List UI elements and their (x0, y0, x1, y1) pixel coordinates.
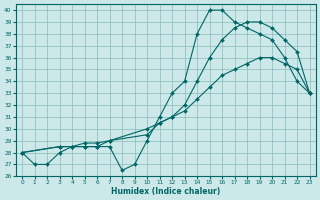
X-axis label: Humidex (Indice chaleur): Humidex (Indice chaleur) (111, 187, 220, 196)
